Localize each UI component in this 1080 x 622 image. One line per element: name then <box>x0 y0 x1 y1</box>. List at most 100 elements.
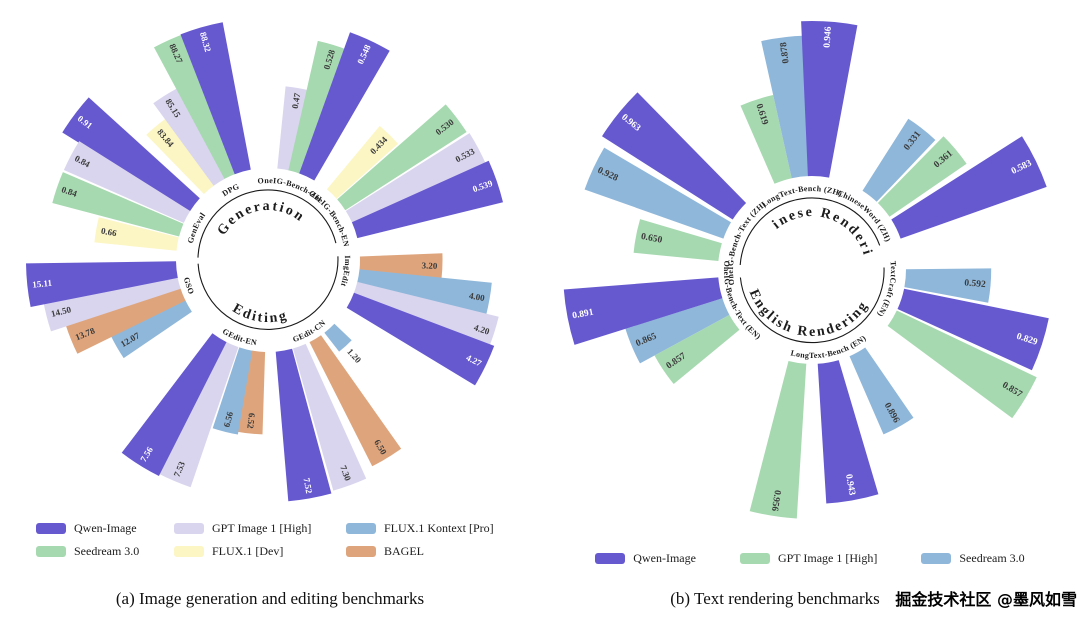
bar-gedit-en-qwen-image <box>121 333 227 476</box>
bar-oneig-bench-text-zh-gpt-image-1-high <box>633 219 722 261</box>
bar-geneval-gpt-image-1-high <box>63 141 191 223</box>
section-arc-english-rendering <box>739 267 885 344</box>
section-arc-chinese-rendering <box>739 197 881 266</box>
benchmark-label-imgedit: ImgEdit <box>339 255 352 288</box>
bar-value-imgedit-gpt-image-1-high: 4.20 <box>473 322 492 337</box>
bar-value-longtext-bench-en-qwen-image: 0.943 <box>843 473 857 496</box>
legend-label-bagel: BAGEL <box>384 544 424 558</box>
legend-label-qwen-image: Qwen-Image <box>633 551 696 565</box>
bar-gedit-cn-flux-1-kontext-pro <box>324 323 352 352</box>
bar-value-oneig-bench-text-en-qwen-image: 0.891 <box>572 308 595 322</box>
bar-imgedit-qwen-image <box>346 292 495 386</box>
bar-value-gedit-en-bagel: 6.52 <box>245 412 257 429</box>
bar-chineseword-zh-gpt-image-1-high <box>877 136 967 217</box>
legend-label-flux-1-dev: FLUX.1 [Dev] <box>212 544 284 558</box>
bar-geneval-qwen-image <box>62 97 200 212</box>
legend-swatch-seedream-3-0 <box>36 546 66 557</box>
legend-item-bagel: BAGEL <box>346 544 504 559</box>
section-title-editing: Editing <box>230 301 290 326</box>
section-title-generation: Generation <box>215 199 308 238</box>
bar-dpg-gpt-image-1-high <box>153 88 226 186</box>
legend-text-rendering: Qwen-Image GPT Image 1 [High] Seedream 3.0 <box>540 551 1080 566</box>
panel-text-rendering: Chinese RenderingEnglish RenderingOneIG-… <box>540 0 1080 622</box>
bar-gedit-en-bagel <box>237 350 266 435</box>
bar-imgedit-bagel <box>359 253 443 279</box>
bar-value-longtext-bench-en-gpt-image-1-high: 0.956 <box>769 489 782 512</box>
legend-label-seedream-3-0: Seedream 3.0 <box>959 551 1025 565</box>
bar-gedit-en-gpt-image-1-high <box>158 341 239 488</box>
legend-label-gpt-image-1-high: GPT Image 1 [High] <box>212 521 312 535</box>
legend-label-qwen-image: Qwen-Image <box>74 521 137 535</box>
legend-swatch-flux-1-kontext-pro <box>346 523 376 534</box>
bar-value-imgedit-bagel: 3.20 <box>421 260 438 271</box>
bar-longtext-bench-en-qwen-image <box>817 360 879 504</box>
caption-a: (a) Image generation and editing benchma… <box>115 589 425 608</box>
bar-dpg-seedream-3-0 <box>154 33 237 179</box>
legend-swatch-gpt-image-1-high <box>739 553 770 564</box>
bar-value-gedit-en-flux-1-kontext-pro: 6.56 <box>222 410 236 428</box>
benchmark-label-longtext-bench-zh: LongText-Bench (ZH) <box>760 184 844 209</box>
legend-item-gpt-image-1-high: GPT Image 1 [High] <box>174 521 346 536</box>
radial-chart-generation-editing: GenerationEditingGenEval0.910.840.840.66… <box>26 22 503 502</box>
bar-gedit-en-flux-1-kontext-pro <box>212 347 253 435</box>
benchmark-label-textcraft-en: TextCraft (EN) <box>875 261 898 319</box>
bar-oneig-bench-text-en-gpt-image-1-high <box>654 314 740 384</box>
legend-swatch-gpt-image-1-high <box>174 523 204 534</box>
bar-geneval-flux-1-dev <box>94 217 179 251</box>
bar-value-longtext-bench-zh-qwen-image: 0.946 <box>823 26 834 48</box>
bar-value-gedit-cn-qwen-image: 7.52 <box>302 477 315 495</box>
bar-longtext-bench-zh-gpt-image-1-high <box>740 95 792 184</box>
bar-value-gso-gpt-image-1-high: 14.50 <box>50 304 73 319</box>
caption-b: (b) Text rendering benchmarks <box>670 589 880 608</box>
bar-oneig-bench-text-zh-seedream-3-0 <box>584 147 731 239</box>
bar-gedit-cn-bagel <box>309 335 402 467</box>
bar-chineseword-zh-seedream-3-0 <box>862 118 936 202</box>
bar-oneig-bench-en-seedream-3-0 <box>337 104 467 211</box>
bar-imgedit-flux-1-kontext-pro <box>357 269 492 316</box>
legend-swatch-flux-1-dev <box>174 546 204 557</box>
bar-longtext-bench-zh-qwen-image <box>801 20 858 178</box>
bar-longtext-bench-en-gpt-image-1-high <box>749 361 807 519</box>
benchmark-label-dpg: DPG <box>220 182 240 198</box>
bar-dpg-qwen-image <box>180 22 251 175</box>
bar-oneig-bench-text-en-seedream-3-0 <box>625 298 730 364</box>
bar-oneig-bench-text-zh-qwen-image <box>602 92 747 220</box>
bar-imgedit-gpt-image-1-high <box>353 281 499 350</box>
section-title-english-rendering: English Rendering <box>746 287 872 340</box>
legend-generation-editing: Qwen-Image GPT Image 1 [High] FLUX.1 Konte… <box>0 521 540 559</box>
bar-dpg-flux-1-dev <box>146 118 215 194</box>
section-arc-generation <box>197 189 337 258</box>
bar-longtext-bench-en-seedream-3-0 <box>849 347 914 435</box>
bar-value-oneig-bench-zh-gpt-image-1-high: 0.47 <box>290 92 303 110</box>
legend-swatch-bagel <box>346 546 376 557</box>
bar-geneval-seedream-3-0 <box>52 172 184 237</box>
section-arc-editing <box>197 256 339 330</box>
bar-value-textcraft-en-seedream-3-0: 0.592 <box>964 278 986 290</box>
bar-chineseword-zh-qwen-image <box>891 136 1047 239</box>
bar-gedit-cn-qwen-image <box>275 348 332 502</box>
benchmark-label-gso: GSO <box>182 276 196 295</box>
bar-oneig-bench-en-qwen-image <box>351 160 503 239</box>
bar-oneig-bench-zh-gpt-image-1-high <box>277 86 311 171</box>
bar-gedit-cn-gpt-image-1-high <box>293 343 367 491</box>
bar-gso-flux-1-kontext-pro <box>110 300 192 359</box>
watermark: 掘金技术社区 @墨风如雪 <box>895 590 1077 609</box>
legend-item-seedream-3-0: Seedream 3.0 <box>36 544 174 559</box>
bar-oneig-bench-en-gpt-image-1-high <box>345 133 486 223</box>
bar-value-oneig-bench-text-zh-gpt-image-1-high: 0.650 <box>640 232 663 246</box>
legend-swatch-qwen-image <box>36 523 66 534</box>
bar-textcraft-en-gpt-image-1-high <box>887 310 1037 419</box>
bar-textcraft-en-seedream-3-0 <box>904 268 992 303</box>
legend-item-qwen-image: Qwen-Image <box>595 551 696 566</box>
legend-item-qwen-image: Qwen-Image <box>36 521 174 536</box>
legend-swatch-qwen-image <box>595 553 626 564</box>
bar-value-geneval-flux-1-dev: 0.66 <box>100 226 118 239</box>
panel-generation-editing: Generation Editing GenEval 0.91 0.84 0.84 0.66… <box>0 22 540 608</box>
bar-value-gso-qwen-image: 15.11 <box>32 278 53 290</box>
bar-value-gedit-cn-flux-1-kontext-pro: 1.20 <box>345 347 363 366</box>
legend-label-flux-1-kontext-pro: FLUX.1 Kontext [Pro] <box>384 521 494 535</box>
bar-value-longtext-bench-zh-seedream-3-0: 0.878 <box>779 41 792 64</box>
legend-item-seedream-3-0: Seedream 3.0 <box>921 551 1025 566</box>
legend-item-flux-1-kontext-pro: FLUX.1 Kontext [Pro] <box>346 521 504 536</box>
legend-label-seedream-3-0: Seedream 3.0 <box>74 544 140 558</box>
